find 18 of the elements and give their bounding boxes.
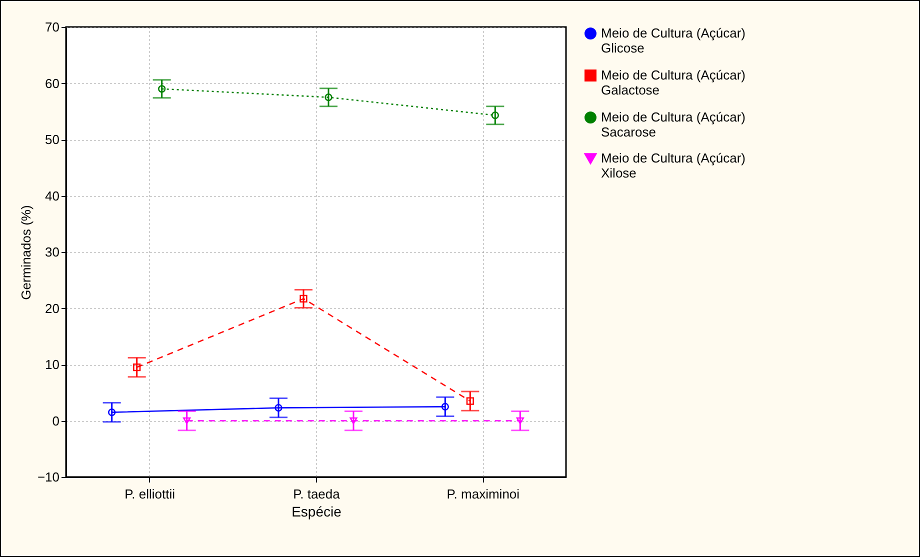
y-tick-label: −10 (37, 470, 60, 484)
y-tick-label: 60 (45, 76, 60, 91)
x-tick-label: P. elliottii (124, 486, 176, 502)
y-tick-label: 10 (45, 357, 60, 372)
y-tick-label: 50 (45, 132, 60, 147)
legend-label: Meio de Cultura (Açúcar) Galactose (601, 68, 746, 98)
legend-label: Meio de Cultura (Açúcar) Sacarose (601, 110, 746, 140)
legend-label: Meio de Cultura (Açúcar) Xilose (601, 150, 746, 180)
x-tick-label: P. taeda (293, 486, 341, 502)
x-axis-title: Espécie (292, 504, 342, 520)
y-tick-label: 30 (45, 244, 60, 260)
x-tick-label: P. maximinoi (446, 486, 520, 502)
y-tick-label: 40 (45, 188, 60, 204)
legend-label: Meio de Cultura (Açúcar) Glicose (601, 26, 746, 56)
y-tick-label: 20 (45, 300, 60, 316)
y-axis-title: Germinados (%) (18, 205, 34, 300)
y-tick-label: 70 (45, 20, 60, 34)
y-tick-label: 0 (52, 413, 60, 428)
